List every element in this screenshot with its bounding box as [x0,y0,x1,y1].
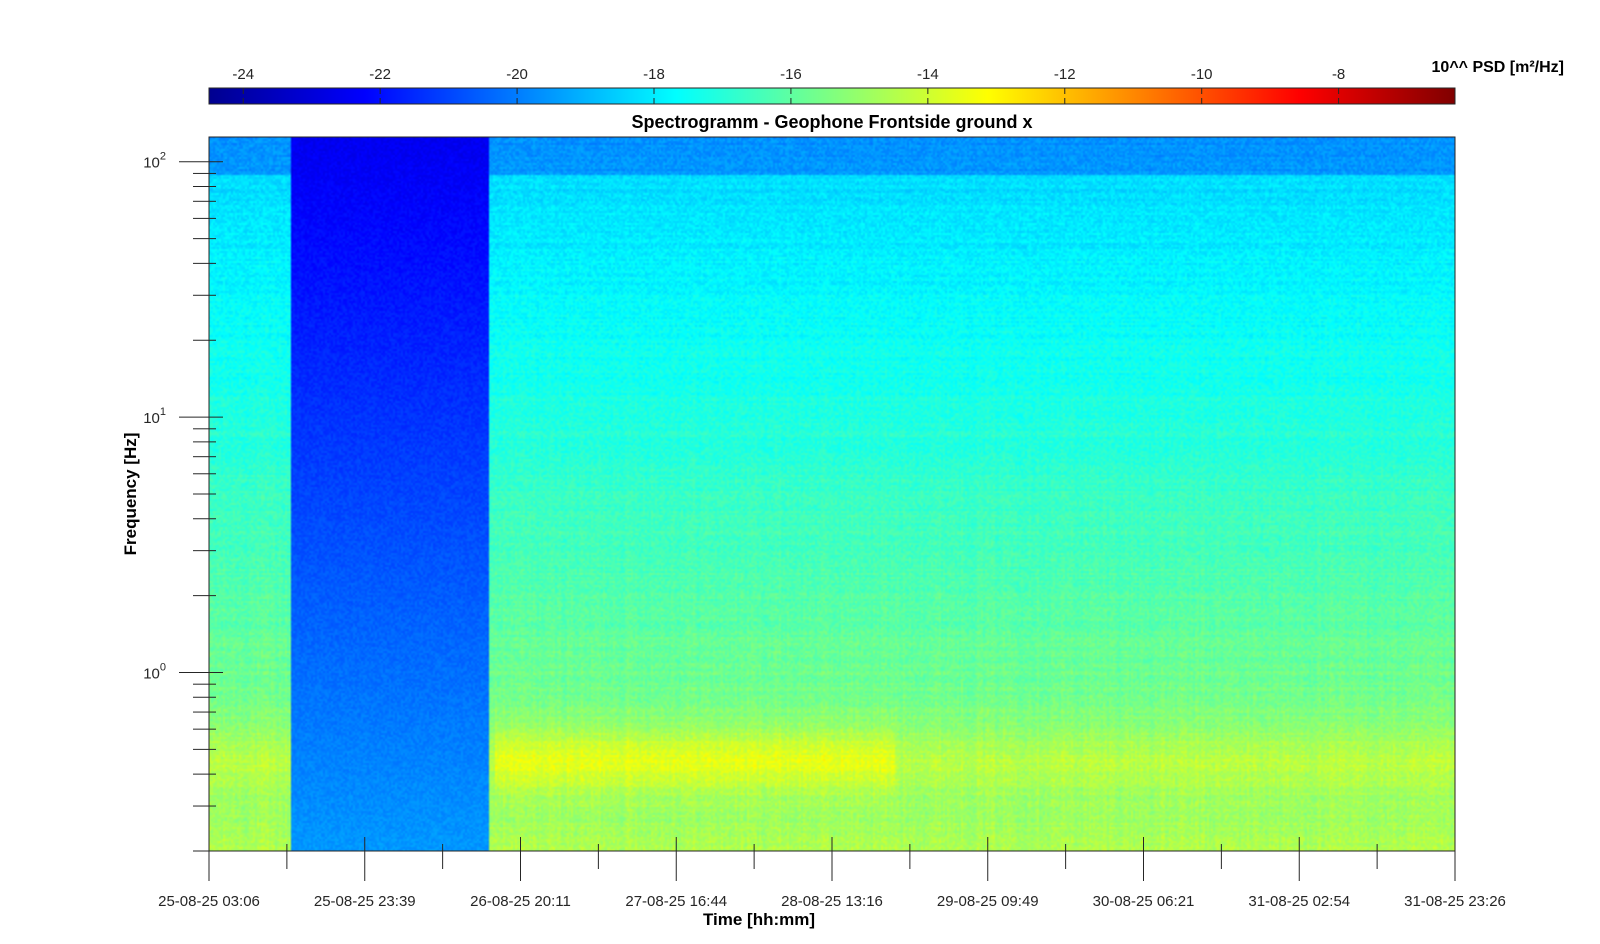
colorbar-gradient [208,87,1456,105]
x-tick-label: 31-08-25 23:26 [1404,893,1506,910]
x-tick-label: 27-08-25 16:44 [625,893,727,910]
x-axis-label: Time [hh:mm] [703,910,815,929]
colorbar-tick-label: -16 [780,66,802,83]
plot-area [208,136,1456,852]
colorbar-ticks: -24 -22 -20 -18 -16 -14 -12 -10 -8 [232,66,1345,104]
x-tick-label: 29-08-25 09:49 [937,893,1039,910]
colorbar-tick-label: -24 [232,66,254,83]
spectrogram-heatmap [209,137,1455,851]
x-axis: 25-08-25 03:06 25-08-25 23:39 26-08-25 20:… [158,837,1506,910]
colorbar-tick-label: -20 [506,66,528,83]
y-tick-exponent: 1 [160,406,166,418]
colorbar: -24 -22 -20 -18 -16 -14 -12 -10 -8 10^^ PSD [m²/… [208,59,1564,105]
colorbar-tick-label: -8 [1332,66,1345,83]
colorbar-tick-label: -12 [1054,66,1076,83]
colorbar-tick-label: -10 [1191,66,1213,83]
x-tick-label: 31-08-25 02:54 [1248,893,1350,910]
x-tick-label: 28-08-25 13:16 [781,893,883,910]
y-tick-label: 101 [143,406,166,427]
y-axis-label: Frequency [Hz] [121,433,140,556]
y-tick-label: 100 [143,662,166,683]
colorbar-tick-label: -22 [369,66,391,83]
y-tick-exponent: 0 [160,662,166,674]
x-tick-label: 25-08-25 03:06 [158,893,260,910]
y-tick-base: 10 [143,666,160,683]
x-tick-label: 26-08-25 20:11 [470,893,571,910]
chart-title: Spectrogramm - Geophone Frontside ground… [631,112,1032,132]
x-tick-label: 25-08-25 23:39 [314,893,416,910]
y-tick-base: 10 [143,410,160,427]
colorbar-label: 10^^ PSD [m²/Hz] [1432,59,1564,76]
x-tick-label: 30-08-25 06:21 [1093,893,1195,910]
y-tick-base: 10 [143,155,160,172]
y-tick-label: 102 [143,151,166,172]
colorbar-tick-label: -18 [643,66,665,83]
colorbar-tick-label: -14 [917,66,939,83]
y-tick-exponent: 2 [160,151,166,163]
